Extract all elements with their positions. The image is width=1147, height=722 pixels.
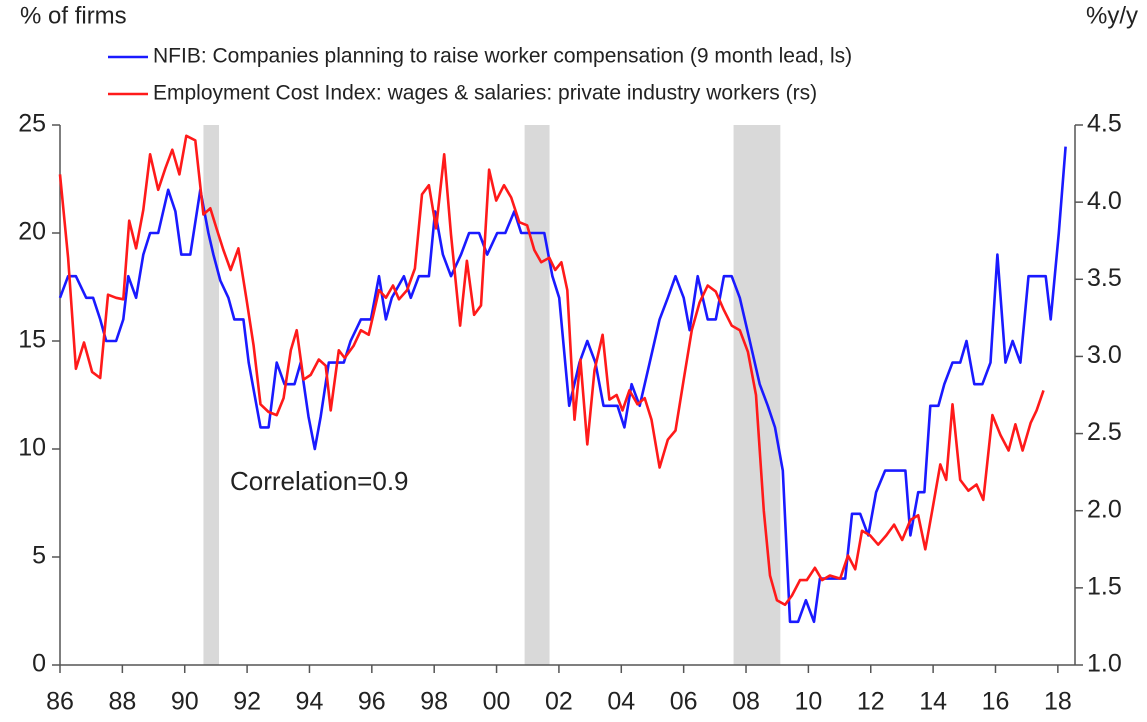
- y-tick-label: 10: [18, 434, 46, 462]
- recession-shading: [203, 125, 781, 665]
- y2-tick-label: 2.5: [1087, 418, 1122, 446]
- x-tick-label: 98: [420, 688, 448, 716]
- x-tick-label: 86: [46, 688, 74, 716]
- x-tick-label: 88: [108, 688, 136, 716]
- y-tick-label: 25: [18, 110, 46, 138]
- y2-tick-label: 3.5: [1087, 264, 1122, 292]
- legend-label: Employment Cost Index: wages & salaries:…: [153, 82, 817, 105]
- x-tick-label: 14: [919, 688, 947, 716]
- y2-tick-label: 2.0: [1087, 495, 1122, 523]
- x-tick-label: 00: [483, 688, 511, 716]
- annotation: Correlation=0.9: [230, 466, 409, 496]
- x-tick-label: 12: [857, 688, 885, 716]
- y2-tick-label: 4.5: [1087, 110, 1122, 138]
- y2-tick-label: 4.0: [1087, 187, 1122, 215]
- y-tick-label: 20: [18, 218, 46, 246]
- x-tick-label: 18: [1044, 688, 1072, 716]
- x-tick-label: 04: [607, 688, 635, 716]
- x-tick-label: 96: [358, 688, 386, 716]
- y-tick-label: 5: [32, 542, 46, 570]
- x-tick-label: 08: [732, 688, 760, 716]
- x-tick-label: 16: [982, 688, 1010, 716]
- x-tick-label: 06: [670, 688, 698, 716]
- series-line: [58, 146, 1067, 624]
- series-line: [58, 134, 1045, 607]
- y2-tick-label: 1.0: [1087, 650, 1122, 678]
- x-tick-label: 02: [545, 688, 573, 716]
- x-tick-label: 90: [171, 688, 199, 716]
- recession-band: [203, 125, 220, 665]
- y2-axis-title: %y/y: [1086, 2, 1138, 29]
- legend-label: NFIB: Companies planning to raise worker…: [153, 45, 852, 68]
- y2-tick-label: 3.0: [1087, 341, 1122, 369]
- x-tick-label: 92: [233, 688, 261, 716]
- y-tick-label: 15: [18, 326, 46, 354]
- x-tick-label: 10: [794, 688, 822, 716]
- y2-tick-label: 1.5: [1087, 572, 1122, 600]
- y-tick-label: 0: [32, 650, 46, 678]
- y-axis-title: % of firms: [20, 2, 127, 29]
- recession-band: [524, 125, 550, 665]
- x-tick-label: 94: [296, 688, 324, 716]
